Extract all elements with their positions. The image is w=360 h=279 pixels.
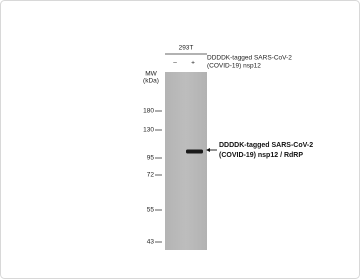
marker-label: 55	[147, 207, 155, 214]
gel-lane	[165, 72, 207, 250]
mw-header: (kDa)	[143, 78, 159, 85]
treatment-label: DDDDK-tagged SARS-CoV-2	[207, 55, 292, 62]
treatment-label: (COVID-19) nsp12	[207, 63, 261, 70]
lane-label: –	[173, 60, 177, 67]
marker-label: 43	[147, 239, 155, 246]
marker-label: 180	[143, 108, 154, 115]
blot-figure: 293T – + DDDDK-tagged SARS-CoV-2 (COVID-…	[0, 0, 360, 279]
marker-label: 95	[147, 155, 155, 162]
cell-line: 293T	[179, 45, 194, 52]
band	[186, 150, 203, 154]
lane-label: +	[191, 60, 195, 67]
band-label: DDDDK-tagged SARS-CoV-2	[219, 142, 313, 149]
mw-header: MW	[145, 71, 157, 78]
marker-label: 130	[143, 127, 154, 134]
marker-label: 72	[147, 172, 155, 179]
band-label: (COVID-19) nsp12 / RdRP	[219, 152, 303, 159]
